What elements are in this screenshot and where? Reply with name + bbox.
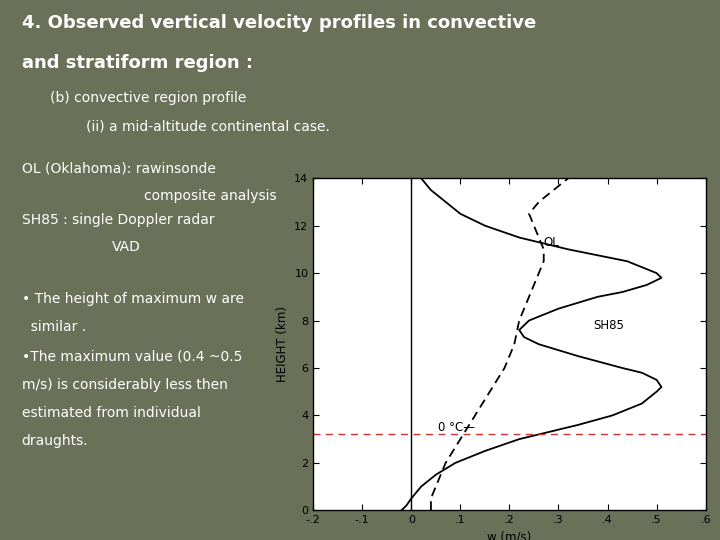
Text: and stratiform region :: and stratiform region : xyxy=(22,54,253,72)
Text: 0 °C—: 0 °C— xyxy=(438,421,475,434)
Text: SH85 : single Doppler radar: SH85 : single Doppler radar xyxy=(22,213,215,227)
Text: estimated from individual: estimated from individual xyxy=(22,406,200,420)
Text: (ii) a mid-altitude continental case.: (ii) a mid-altitude continental case. xyxy=(86,120,330,134)
X-axis label: w (m/s): w (m/s) xyxy=(487,531,531,540)
Text: 4. Observed vertical velocity profiles in convective: 4. Observed vertical velocity profiles i… xyxy=(22,14,536,31)
Text: (b) convective region profile: (b) convective region profile xyxy=(50,91,247,105)
Text: •The maximum value (0.4 ~0.5: •The maximum value (0.4 ~0.5 xyxy=(22,350,242,364)
Text: SH85: SH85 xyxy=(593,319,624,332)
Text: composite analysis: composite analysis xyxy=(144,189,276,203)
Text: • The height of maximum w are: • The height of maximum w are xyxy=(22,292,243,306)
Text: draughts.: draughts. xyxy=(22,434,89,448)
Y-axis label: HEIGHT (km): HEIGHT (km) xyxy=(276,306,289,382)
Text: VAD: VAD xyxy=(112,240,140,254)
Text: OL (Oklahoma): rawinsonde: OL (Oklahoma): rawinsonde xyxy=(22,162,215,176)
Text: m/s) is considerably less then: m/s) is considerably less then xyxy=(22,378,228,392)
Text: OL: OL xyxy=(544,236,559,249)
Text: similar .: similar . xyxy=(22,320,86,334)
